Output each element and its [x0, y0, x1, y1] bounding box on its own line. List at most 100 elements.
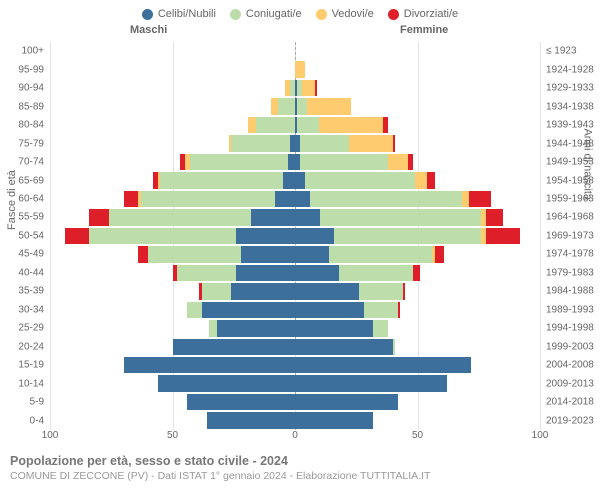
age-row: 100+≤ 1923 [50, 42, 540, 60]
bar-segment [297, 117, 319, 133]
bar-female [295, 394, 600, 410]
age-row: 30-341989-1993 [50, 301, 540, 319]
bar-female [295, 172, 600, 188]
bar-male [0, 339, 295, 355]
bar-male [0, 412, 295, 428]
bar-male [0, 265, 295, 281]
bar-segment [295, 394, 398, 410]
bar-segment [295, 246, 329, 262]
age-row: 45-491974-1978 [50, 245, 540, 263]
bar-segment [241, 246, 295, 262]
bar-female [295, 80, 600, 96]
age-row: 15-192004-2008 [50, 356, 540, 374]
bar-female [295, 283, 600, 299]
bar-male [0, 43, 295, 59]
legend-label: Coniugati/e [246, 8, 302, 20]
age-row: 85-891934-1938 [50, 97, 540, 115]
bar-segment [383, 117, 388, 133]
bar-segment [295, 191, 310, 207]
age-row: 75-791944-1948 [50, 134, 540, 152]
bar-segment [177, 265, 236, 281]
legend-swatch [388, 9, 399, 20]
bar-segment [413, 265, 420, 281]
bar-segment [248, 117, 255, 133]
legend-item: Divorziati/e [388, 8, 458, 20]
age-row: 25-291994-1998 [50, 319, 540, 337]
bar-segment [486, 228, 520, 244]
bar-segment [295, 209, 320, 225]
bar-male [0, 191, 295, 207]
bar-segment [297, 98, 307, 114]
bar-segment [283, 172, 295, 188]
bar-female [295, 191, 600, 207]
bar-segment [359, 283, 403, 299]
bar-segment [415, 172, 427, 188]
bar-segment [124, 191, 139, 207]
bar-male [0, 302, 295, 318]
age-row: 95-991924-1928 [50, 60, 540, 78]
age-row: 10-142009-2013 [50, 374, 540, 392]
legend-swatch [316, 9, 327, 20]
header-male: Maschi [130, 24, 167, 36]
bar-female [295, 246, 600, 262]
rows-container: 100+≤ 192395-991924-192890-941929-193385… [50, 42, 540, 430]
bar-segment [310, 191, 462, 207]
bar-segment [302, 80, 314, 96]
bar-segment [315, 80, 317, 96]
legend-label: Celibi/Nubili [158, 8, 216, 20]
age-row: 5-92014-2018 [50, 393, 540, 411]
bar-segment [295, 339, 393, 355]
bar-segment [305, 172, 415, 188]
bar-female [295, 357, 600, 373]
bar-segment [256, 117, 295, 133]
bar-segment [202, 302, 295, 318]
x-tick: 100 [42, 430, 59, 441]
age-row: 60-641959-1963 [50, 190, 540, 208]
bar-segment [486, 209, 503, 225]
chart-title: Popolazione per età, sesso e stato civil… [10, 454, 590, 468]
bar-female [295, 117, 600, 133]
age-row: 70-741949-1953 [50, 153, 540, 171]
x-tick: 50 [167, 430, 178, 441]
bar-male [0, 61, 295, 77]
bar-segment [160, 172, 283, 188]
bar-segment [236, 265, 295, 281]
age-row: 80-841939-1943 [50, 116, 540, 134]
legend-item: Coniugati/e [230, 8, 302, 20]
bar-segment [173, 339, 296, 355]
bar-segment [469, 191, 491, 207]
age-row: 0-42019-2023 [50, 411, 540, 429]
bar-segment [187, 302, 202, 318]
bar-segment [231, 135, 290, 151]
bar-segment [124, 357, 296, 373]
bar-segment [138, 246, 148, 262]
bar-segment [207, 412, 295, 428]
bar-segment [319, 117, 383, 133]
legend-label: Vedovi/e [332, 8, 374, 20]
bar-male [0, 135, 295, 151]
footer: Popolazione per età, sesso e stato civil… [0, 448, 600, 482]
bar-segment [300, 135, 349, 151]
x-tick: 0 [292, 430, 298, 441]
x-tick: 100 [532, 430, 549, 441]
bar-male [0, 172, 295, 188]
bar-segment [65, 228, 90, 244]
age-row: 35-391984-1988 [50, 282, 540, 300]
bar-segment [202, 283, 231, 299]
bar-male [0, 375, 295, 391]
bar-male [0, 117, 295, 133]
bar-segment [307, 98, 351, 114]
legend: Celibi/Nubili Coniugati/e Vedovi/e Divorzia… [0, 0, 600, 24]
bar-segment [295, 172, 305, 188]
bar-segment [295, 412, 373, 428]
header-female: Femmine [400, 24, 448, 36]
bar-segment [190, 154, 288, 170]
legend-label: Divorziati/e [404, 8, 458, 20]
bar-segment [141, 191, 276, 207]
bar-male [0, 228, 295, 244]
bar-segment [295, 283, 359, 299]
bar-female [295, 339, 600, 355]
bar-segment [209, 320, 216, 336]
age-row: 20-241999-2003 [50, 338, 540, 356]
bar-segment [295, 302, 364, 318]
